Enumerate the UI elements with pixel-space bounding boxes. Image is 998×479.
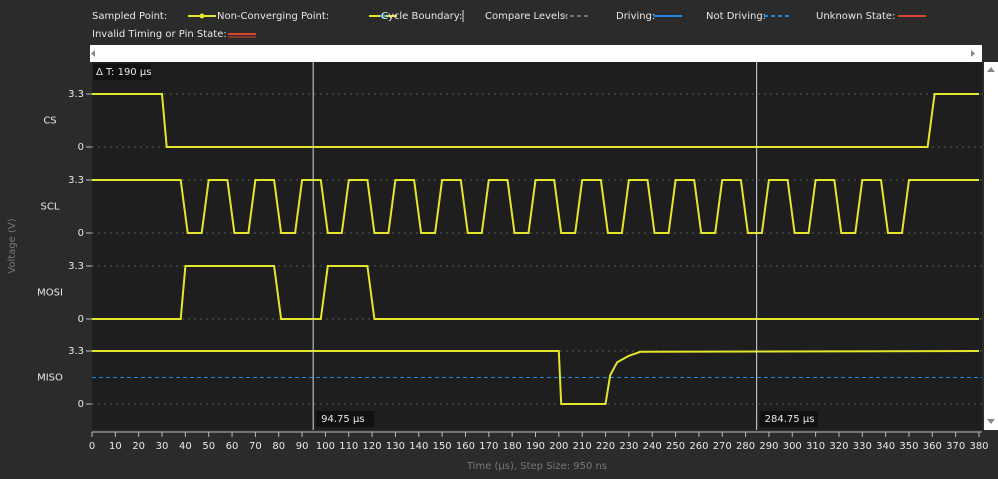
y-tick-label: 0 xyxy=(78,142,84,153)
x-tick-label: 160 xyxy=(456,441,475,452)
x-tick-label: 360 xyxy=(923,441,942,452)
legend-label: Not Driving: xyxy=(706,11,766,22)
y-tick-label: 3.3 xyxy=(68,175,84,186)
legend-label: Sampled Point: xyxy=(92,11,167,22)
cursor-label: 284.75 µs xyxy=(765,414,815,425)
x-tick-label: 140 xyxy=(409,441,428,452)
y-axis-label: Voltage (V) xyxy=(7,218,18,273)
x-tick-label: 80 xyxy=(272,441,285,452)
legend-label: Cycle Boundary: xyxy=(381,11,462,22)
x-tick-label: 290 xyxy=(759,441,778,452)
x-tick-label: 310 xyxy=(806,441,825,452)
waveform xyxy=(92,179,979,234)
h-scrollbar[interactable] xyxy=(90,45,982,62)
x-tick-label: 210 xyxy=(573,441,592,452)
x-tick-label: 10 xyxy=(109,441,122,452)
x-tick-label: 220 xyxy=(596,441,615,452)
x-tick-label: 260 xyxy=(689,441,708,452)
x-tick-label: 380 xyxy=(969,441,988,452)
x-tick-label: 320 xyxy=(829,441,848,452)
waveform xyxy=(92,93,979,148)
x-tick-label: 350 xyxy=(899,441,918,452)
x-tick-label: 280 xyxy=(736,441,755,452)
x-tick-label: 60 xyxy=(226,441,239,452)
x-tick-label: 130 xyxy=(386,441,405,452)
plot-area xyxy=(92,62,982,430)
x-tick-label: 250 xyxy=(666,441,685,452)
scroll-down[interactable] xyxy=(987,419,995,424)
x-tick-label: 20 xyxy=(132,441,145,452)
x-tick-label: 50 xyxy=(202,441,215,452)
legend-label: Unknown State: xyxy=(816,11,895,22)
x-tick-label: 30 xyxy=(156,441,169,452)
legend-dot xyxy=(199,13,205,19)
x-tick-label: 200 xyxy=(549,441,568,452)
x-tick-label: 110 xyxy=(339,441,358,452)
x-tick-label: 190 xyxy=(526,441,545,452)
lane-label: MISO xyxy=(37,373,63,384)
x-tick-label: 240 xyxy=(643,441,662,452)
legend-dot xyxy=(380,13,386,19)
scroll-left[interactable] xyxy=(91,50,95,57)
x-tick-label: 120 xyxy=(363,441,382,452)
delta-label: Δ T: 190 µs xyxy=(96,67,151,78)
v-scrollbar[interactable] xyxy=(984,62,998,430)
x-tick-label: 100 xyxy=(316,441,335,452)
y-tick-label: 3.3 xyxy=(68,89,84,100)
legend-label: Non-Converging Point: xyxy=(217,11,329,22)
waveform xyxy=(92,265,979,320)
x-tick-label: 340 xyxy=(876,441,895,452)
x-tick-label: 70 xyxy=(249,441,262,452)
y-tick-label: 3.3 xyxy=(68,261,84,272)
cursor-label-box xyxy=(316,411,375,427)
x-tick-label: 180 xyxy=(503,441,522,452)
x-tick-label: 90 xyxy=(296,441,309,452)
x-tick-label: 40 xyxy=(179,441,192,452)
waveform xyxy=(92,350,980,405)
legend-label: Driving: xyxy=(616,11,655,22)
legend-label: Invalid Timing or Pin State: xyxy=(92,29,227,40)
y-tick-label: 0 xyxy=(78,399,84,410)
lane-label: SCL xyxy=(41,202,60,213)
legend-label: Compare Levels: xyxy=(485,11,569,22)
y-tick-label: 3.3 xyxy=(68,346,84,357)
x-tick-label: 170 xyxy=(479,441,498,452)
cursor-label-box xyxy=(759,411,818,427)
scroll-up[interactable] xyxy=(987,67,995,72)
x-tick-label: 0 xyxy=(89,441,95,452)
y-tick-label: 0 xyxy=(78,228,84,239)
x-tick-label: 370 xyxy=(946,441,965,452)
lane-label: MOSI xyxy=(37,288,63,299)
x-axis-label: Time (µs), Step Size: 950 ns xyxy=(466,461,607,472)
delta-box xyxy=(93,64,151,80)
cursor-label: 94.75 µs xyxy=(321,414,364,425)
y-tick-label: 0 xyxy=(78,314,84,325)
x-tick-label: 270 xyxy=(713,441,732,452)
lane-label: CS xyxy=(43,116,56,127)
x-tick-label: 150 xyxy=(433,441,452,452)
x-tick-label: 230 xyxy=(619,441,638,452)
scroll-right[interactable] xyxy=(971,50,975,57)
x-tick-label: 300 xyxy=(783,441,802,452)
x-tick-label: 330 xyxy=(853,441,872,452)
